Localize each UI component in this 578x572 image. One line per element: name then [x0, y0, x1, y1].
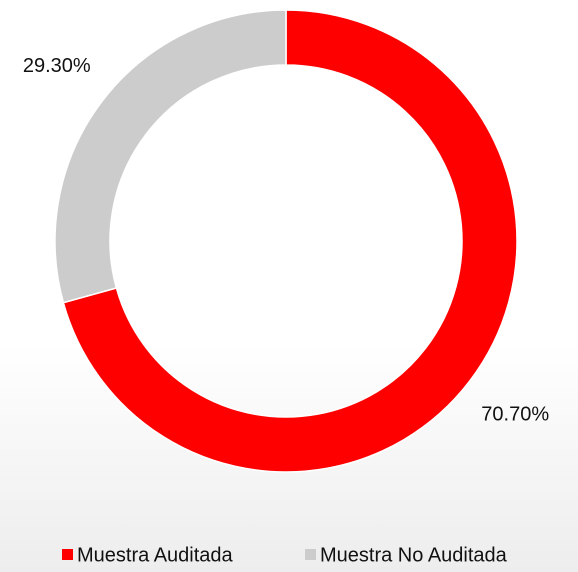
legend-swatch: [62, 549, 73, 560]
data-label: 70.70%: [481, 404, 549, 426]
legend-label: Muestra No Auditada: [320, 544, 508, 566]
donut-slice: [62, 9, 518, 473]
data-label: 29.30%: [23, 55, 91, 77]
legend-label: Muestra Auditada: [77, 544, 234, 566]
legend-swatch: [305, 549, 316, 560]
donut-slice: [54, 9, 287, 304]
